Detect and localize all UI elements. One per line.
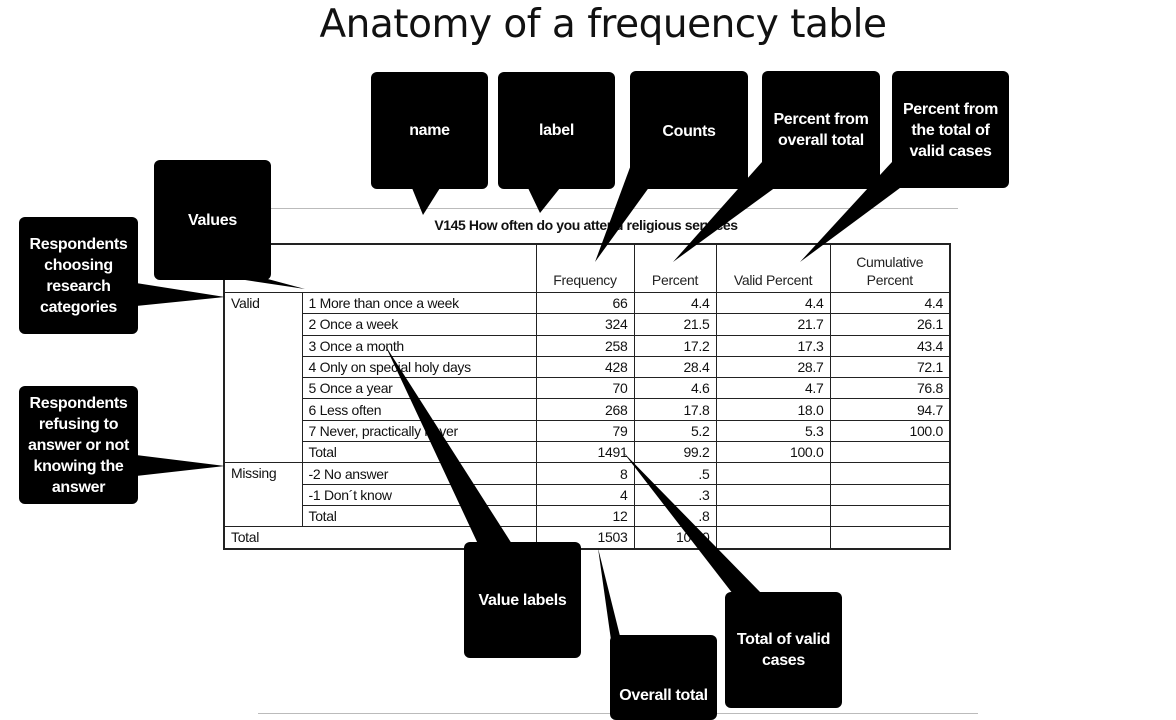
table-row: 2 Once a week 324 21.5 21.7 26.1 xyxy=(224,313,951,336)
pointer-total-valid xyxy=(623,452,762,594)
callout-percent-valid: Percent from the total of valid cases xyxy=(892,71,1009,188)
value-cell: 5.2 xyxy=(633,419,717,443)
value-cell: 72.1 xyxy=(829,355,951,379)
value-cell: 21.5 xyxy=(633,313,717,336)
callout-value-labels: Value labels xyxy=(464,542,581,658)
frequency-table: Frequency Percent Valid Percent Cumulative … xyxy=(223,243,951,550)
value-cell: 21.7 xyxy=(715,313,831,336)
value-cell: 99.2 xyxy=(633,441,717,464)
pointer-percent-overall xyxy=(673,162,780,262)
callout-percent-overall: Percent from overall total xyxy=(762,71,880,189)
pointer-overall-total xyxy=(598,548,621,640)
table-row: Total 12.8 xyxy=(224,504,951,528)
value-cell: 79 xyxy=(535,419,635,443)
callout-respondents-refusing: Respondents refusing to answer or not kn… xyxy=(19,386,138,504)
value-cell xyxy=(829,504,951,528)
pointer-label xyxy=(528,188,560,213)
pointer-value-labels xyxy=(385,345,512,544)
page-title: Anatomy of a frequency table xyxy=(319,2,887,47)
value-label-cell: 1 More than once a week xyxy=(301,291,537,315)
grand-total-row: Total1503100.0 xyxy=(223,526,951,550)
value-cell: 17.2 xyxy=(633,334,717,357)
value-cell: 70 xyxy=(535,377,635,400)
table-row: Valid 1 More than once a week 66 4.4 4.4 4.4 xyxy=(223,291,951,464)
table-title: V145 How often do you attend religious s… xyxy=(434,217,738,233)
pointer-values xyxy=(232,278,305,289)
value-cell xyxy=(829,526,951,550)
header-blank xyxy=(223,243,537,293)
callout-values: Values xyxy=(154,160,271,280)
callout-name: name xyxy=(371,72,488,189)
column-header: Cumulative Percent xyxy=(829,243,951,293)
pointer-percent-valid xyxy=(800,162,908,262)
value-cell: 4.4 xyxy=(829,291,951,315)
column-header: Frequency xyxy=(535,243,635,293)
table-row: Total 1491 99.2 100.0 xyxy=(224,441,951,464)
callout-overall-total: Overall total xyxy=(610,635,717,720)
pointer-name xyxy=(412,188,440,215)
table-row: 4 Only on special holy days 428 28.4 28.7 72… xyxy=(224,355,951,379)
divider xyxy=(258,208,958,209)
pointer-respondents-refusing xyxy=(136,455,225,476)
value-cell: 4.4 xyxy=(633,291,717,315)
value-cell: 1491 xyxy=(535,441,635,464)
callout-total-valid: Total of valid cases xyxy=(725,592,842,708)
pointer-respondents-choosing xyxy=(136,283,225,306)
value-cell: 26.1 xyxy=(829,313,951,336)
callout-label: label xyxy=(498,72,615,189)
group-label: Valid xyxy=(223,291,303,464)
callout-counts: Counts xyxy=(630,71,748,189)
value-cell: 76.8 xyxy=(829,377,951,400)
header-row: Frequency Percent Valid Percent Cumulative … xyxy=(223,243,951,293)
group-label: Missing xyxy=(223,462,303,528)
callout-respondents-choosing: Respondents choosing research categories xyxy=(19,217,138,334)
table-row: 5 Once a year 70 4.6 4.7 76.8 xyxy=(224,377,951,400)
